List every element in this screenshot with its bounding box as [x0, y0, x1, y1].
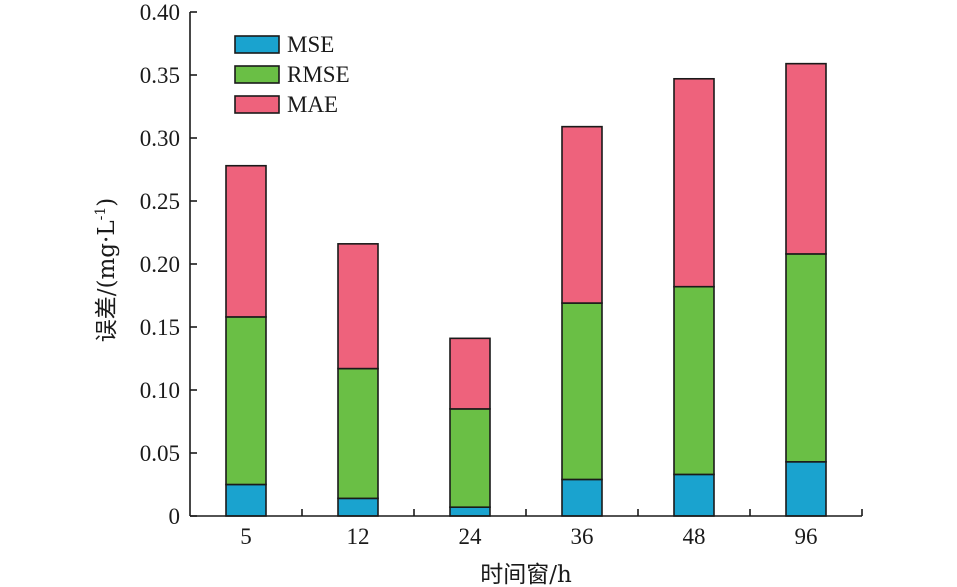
x-tick-label: 36	[571, 524, 594, 549]
x-tick-label: 12	[347, 524, 370, 549]
bar-rmse-96	[785, 253, 827, 463]
axes-group	[189, 12, 862, 517]
legend-label-mae: MAE	[287, 92, 338, 117]
x-axis-title: 时间窗/h	[480, 562, 572, 587]
y-tick-label: 0.20	[140, 252, 180, 277]
bar-rmse-48	[673, 285, 715, 476]
bar-mae-12	[337, 243, 379, 370]
legend: MSE RMSE MAE	[234, 32, 350, 117]
legend-swatch-mae	[234, 95, 280, 114]
y-axis-title-main: 误差/(mg·L	[94, 220, 120, 342]
y-tick-label: 0.25	[140, 189, 180, 214]
bar-rmse-36	[561, 302, 603, 481]
bar-mae-48	[673, 77, 715, 288]
legend-label-rmse: RMSE	[287, 62, 350, 87]
bar-rmse-5	[225, 316, 267, 486]
x-tick-label: 5	[240, 524, 252, 549]
x-tick-label: 48	[683, 524, 706, 549]
bars-group	[225, 62, 827, 517]
x-tick-label: 24	[459, 524, 483, 549]
bar-mse-12	[337, 497, 379, 517]
y-axis-title-close: )	[94, 198, 120, 207]
bar-mse-36	[561, 478, 603, 517]
x-tick-label: 96	[795, 524, 818, 549]
y-tick-label: 0	[169, 504, 181, 529]
bar-mse-96	[785, 461, 827, 517]
y-tick-label: 0.15	[140, 315, 180, 340]
bar-mae-36	[561, 125, 603, 304]
y-axis-title: 误差/(mg·L-1)	[93, 198, 120, 342]
bar-mse-48	[673, 473, 715, 517]
y-axis-title-superscript: -1	[93, 207, 109, 221]
bar-rmse-24	[449, 408, 491, 508]
y-tick-label: 0.10	[140, 378, 180, 403]
legend-swatch-rmse	[234, 65, 280, 84]
bar-mae-5	[225, 164, 267, 318]
legend-swatch-mse	[234, 35, 280, 54]
y-tick-label: 0.05	[140, 441, 180, 466]
y-ticks-group: 0 0.05 0.10 0.15 0.20 0.25 0.30 0.35 0.40	[140, 0, 197, 529]
x-ticks-group: 5 12 24 36 48 96	[240, 509, 863, 549]
y-tick-label: 0.40	[140, 0, 180, 25]
bar-mae-96	[785, 62, 827, 255]
legend-label-mse: MSE	[287, 32, 334, 57]
bar-mse-5	[225, 483, 267, 517]
bar-mse-24	[449, 506, 491, 517]
bar-mae-24	[449, 337, 491, 410]
y-tick-label: 0.35	[140, 63, 180, 88]
bar-rmse-12	[337, 367, 379, 500]
y-tick-label: 0.30	[140, 126, 180, 151]
